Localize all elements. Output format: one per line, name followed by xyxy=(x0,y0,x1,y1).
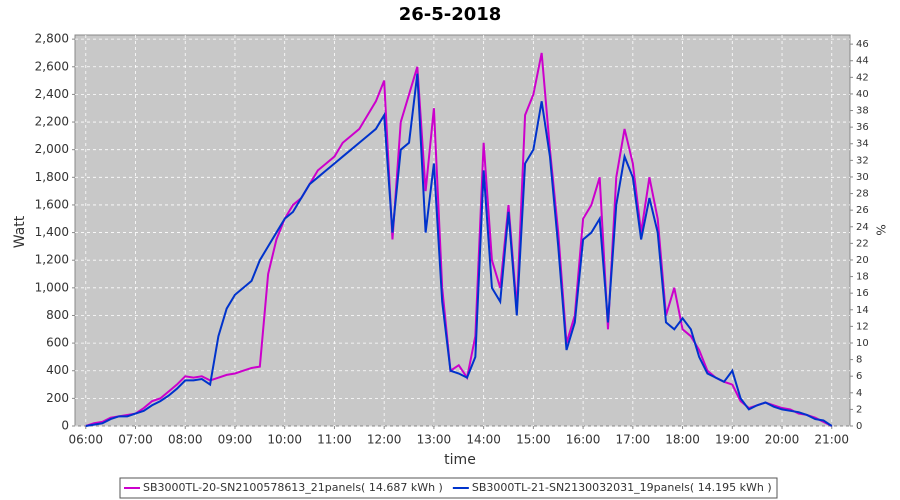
x-tick-label: 07:00 xyxy=(118,433,153,447)
x-tick-label: 20:00 xyxy=(765,433,800,447)
y2-tick-label: 22 xyxy=(856,238,869,249)
y-tick-label: 2,800 xyxy=(35,32,69,46)
x-tick-label: 12:00 xyxy=(367,433,402,447)
y-tick-label: 200 xyxy=(46,391,69,405)
plot-area xyxy=(74,34,851,427)
y-tick-label: 1,600 xyxy=(35,197,69,211)
chart-title: 26-5-2018 xyxy=(399,4,502,25)
y2-axis-label: % xyxy=(874,224,888,235)
y2-tick-label: 34 xyxy=(856,139,869,150)
y-tick-label: 2,400 xyxy=(35,87,69,101)
y2-tick-label: 18 xyxy=(856,272,869,283)
y-tick-label: 2,000 xyxy=(35,142,69,156)
y2-tick-label: 8 xyxy=(856,355,862,366)
x-axis-label: time xyxy=(444,452,476,468)
x-tick-label: 17:00 xyxy=(616,433,651,447)
y2-tick-label: 46 xyxy=(856,39,869,50)
x-tick-label: 16:00 xyxy=(566,433,601,447)
x-tick-label: 13:00 xyxy=(417,433,452,447)
x-tick-label: 10:00 xyxy=(267,433,302,447)
y2-tick-label: 42 xyxy=(856,72,869,83)
y2-tick-label: 16 xyxy=(856,288,869,299)
series-line xyxy=(85,73,833,427)
y2-tick-label: 2 xyxy=(856,404,862,415)
y2-tick-label: 20 xyxy=(856,255,869,266)
x-tick-label: 14:00 xyxy=(466,433,501,447)
y-tick-label: 2,600 xyxy=(35,59,69,73)
x-tick-label: 06:00 xyxy=(68,433,103,447)
x-tick-label: 15:00 xyxy=(516,433,551,447)
y2-tick-label: 30 xyxy=(856,172,869,183)
y2-tick-label: 6 xyxy=(856,371,862,382)
y-tick-label: 400 xyxy=(46,363,69,377)
y2-tick-label: 32 xyxy=(856,155,869,166)
y2-tick-label: 14 xyxy=(856,305,869,316)
y2-tick-label: 0 xyxy=(856,421,862,432)
y2-tick-label: 38 xyxy=(856,106,869,117)
y-tick-label: 0 xyxy=(61,419,69,433)
y2-tick-label: 24 xyxy=(856,222,869,233)
x-tick-label: 08:00 xyxy=(168,433,203,447)
x-tick-label: 09:00 xyxy=(218,433,253,447)
y-tick-label: 1,000 xyxy=(35,280,69,294)
y2-tick-label: 28 xyxy=(856,189,869,200)
y-tick-label: 800 xyxy=(46,308,69,322)
x-tick-label: 19:00 xyxy=(715,433,750,447)
y-tick-label: 1,400 xyxy=(35,225,69,239)
y2-tick-label: 40 xyxy=(856,89,869,100)
y-tick-label: 1,200 xyxy=(35,253,69,267)
y2-tick-label: 26 xyxy=(856,205,869,216)
y2-tick-label: 44 xyxy=(856,56,869,67)
x-tick-label: 18:00 xyxy=(665,433,700,447)
y-tick-label: 2,200 xyxy=(35,115,69,129)
x-tick-label: 11:00 xyxy=(317,433,352,447)
x-tick-label: 21:00 xyxy=(814,433,849,447)
legend xyxy=(119,477,778,499)
y2-tick-label: 10 xyxy=(856,338,869,349)
y-tick-label: 1,800 xyxy=(35,170,69,184)
y2-tick-label: 4 xyxy=(856,388,862,399)
legend-label: SB3000TL-20-SN2100578613_21panels( 14.68… xyxy=(143,481,443,494)
y2-tick-label: 36 xyxy=(856,122,869,133)
y-axis-label: Watt xyxy=(12,215,28,248)
legend-label: SB3000TL-21-SN2130032031_19panels( 14.19… xyxy=(472,481,772,494)
y-tick-label: 600 xyxy=(46,336,69,350)
y2-tick-label: 12 xyxy=(856,321,869,332)
